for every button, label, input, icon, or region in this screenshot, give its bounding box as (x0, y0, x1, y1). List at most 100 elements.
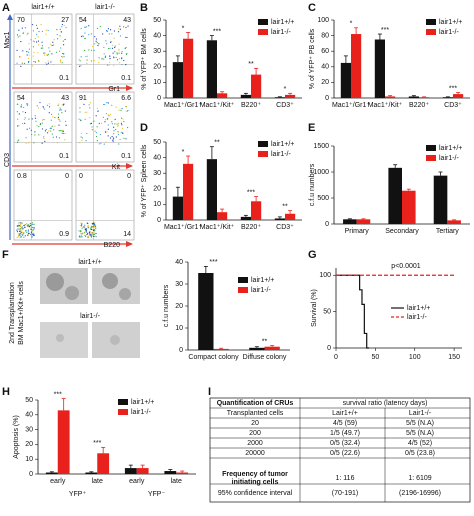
cytometry-dot (57, 116, 60, 118)
bar (408, 96, 419, 98)
cytometry-dot (27, 32, 29, 34)
bar (57, 410, 70, 474)
cytometry-dot (23, 118, 25, 121)
cytometry-dot (115, 56, 117, 59)
cytometry-dot (94, 229, 96, 231)
x-tick-label: B220⁺ (241, 224, 261, 231)
cytometry-dot (20, 56, 22, 58)
cytometry-dot (65, 27, 67, 29)
cytometry-dot (26, 128, 28, 130)
cytometry-dot (111, 135, 113, 138)
cytometry-dot (55, 51, 58, 53)
cytometry-dot (98, 62, 100, 64)
cytometry-dot (46, 63, 48, 65)
cytometry-dot (97, 110, 99, 112)
table-cell: 1: 116 (336, 475, 355, 482)
cytometry-dot (51, 133, 53, 135)
cytometry-dot (104, 55, 107, 57)
y-tick-label: 10 (153, 79, 161, 86)
cytometry-dot (111, 47, 114, 49)
cytometry-dot (31, 24, 34, 26)
cytometry-dot (20, 222, 22, 224)
cytometry-dot (21, 226, 23, 228)
cytometry-dot (26, 54, 28, 56)
quadrant-value: 70 (17, 17, 25, 24)
cytometry-dot (58, 129, 60, 132)
cytometry-dot (83, 103, 85, 105)
cytometry-dot (28, 54, 30, 56)
cytometry-plot (75, 91, 135, 163)
bar (343, 219, 357, 224)
cytometry-dot (64, 120, 67, 122)
genotype-label: lair1+/+ (31, 4, 54, 11)
cytometry-dot (32, 223, 34, 226)
cytometry-dot (93, 59, 95, 62)
cytometry-dot (50, 119, 52, 121)
cytometry-dot (16, 229, 18, 231)
cytometry-dot (91, 235, 93, 237)
quadrant-value: 0 (79, 173, 83, 180)
significance: * (350, 21, 353, 28)
cytometry-dot (44, 62, 47, 64)
cytometry-dot (51, 125, 53, 127)
cytometry-dot (56, 142, 59, 144)
table-cell: Lair1+/+ (332, 410, 358, 417)
cytometry-dot (79, 60, 81, 62)
axis-label: Kit (112, 164, 120, 171)
table-cell: (70-191) (332, 490, 358, 497)
cytometry-dot (94, 130, 96, 132)
panel-label: F (2, 249, 9, 261)
cytometry-dot (23, 232, 25, 234)
cytometry-dot (55, 136, 58, 138)
cytometry-dot (21, 27, 23, 29)
bar (213, 348, 229, 350)
cytometry-dot (102, 116, 104, 119)
y-axis-label: % of YFP⁺ PB cells (309, 28, 316, 89)
bar (217, 212, 228, 220)
cytometry-dot (57, 118, 59, 120)
cytometry-dot (95, 115, 97, 117)
cytometry-dot (21, 229, 24, 231)
cytometry-dot (116, 53, 118, 55)
legend-label: lair1+/+ (131, 399, 154, 406)
cytometry-dot (103, 103, 105, 106)
x-tick-label: B220⁺ (409, 102, 429, 109)
cytometry-dot (86, 26, 88, 28)
cytometry-dot (24, 111, 27, 114)
quadrant-value: 43 (61, 95, 69, 102)
cytometry-dot (23, 62, 26, 64)
significance: *** (381, 27, 389, 34)
cytometry-dot (94, 224, 96, 226)
panel-label: A (2, 2, 10, 14)
cytometry-dot (37, 52, 39, 54)
y-tick-label: 30 (175, 281, 183, 288)
cytometry-dot (80, 56, 82, 58)
cytometry-dot (121, 64, 123, 66)
cytometry-dot (78, 65, 81, 67)
significance: *** (213, 28, 221, 35)
cytometry-dot (114, 123, 116, 125)
cytometry-dot (78, 236, 80, 238)
cytometry-dot (28, 226, 31, 228)
quadrant-value: 6.6 (121, 95, 131, 102)
cytometry-dot (109, 47, 111, 49)
cytometry-dot (107, 102, 109, 104)
y-tick-label: 0 (325, 221, 329, 228)
cytometry-dot (41, 128, 44, 130)
bar (274, 97, 285, 98)
cytometry-dot (33, 234, 35, 237)
significance: ** (248, 61, 254, 68)
cytometry-dot (46, 132, 49, 134)
cytometry-dot (114, 51, 116, 53)
colony (119, 288, 131, 300)
y-tick-label: 40 (321, 64, 329, 71)
legend-swatch (118, 409, 128, 415)
cytometry-dot (17, 236, 20, 238)
cytometry-dot (99, 133, 102, 136)
cytometry-dot (45, 29, 47, 31)
cytometry-dot (113, 65, 115, 67)
cytometry-dot (28, 232, 30, 235)
cytometry-dot (122, 132, 124, 134)
arrow-head (126, 241, 133, 247)
bar (172, 196, 183, 220)
